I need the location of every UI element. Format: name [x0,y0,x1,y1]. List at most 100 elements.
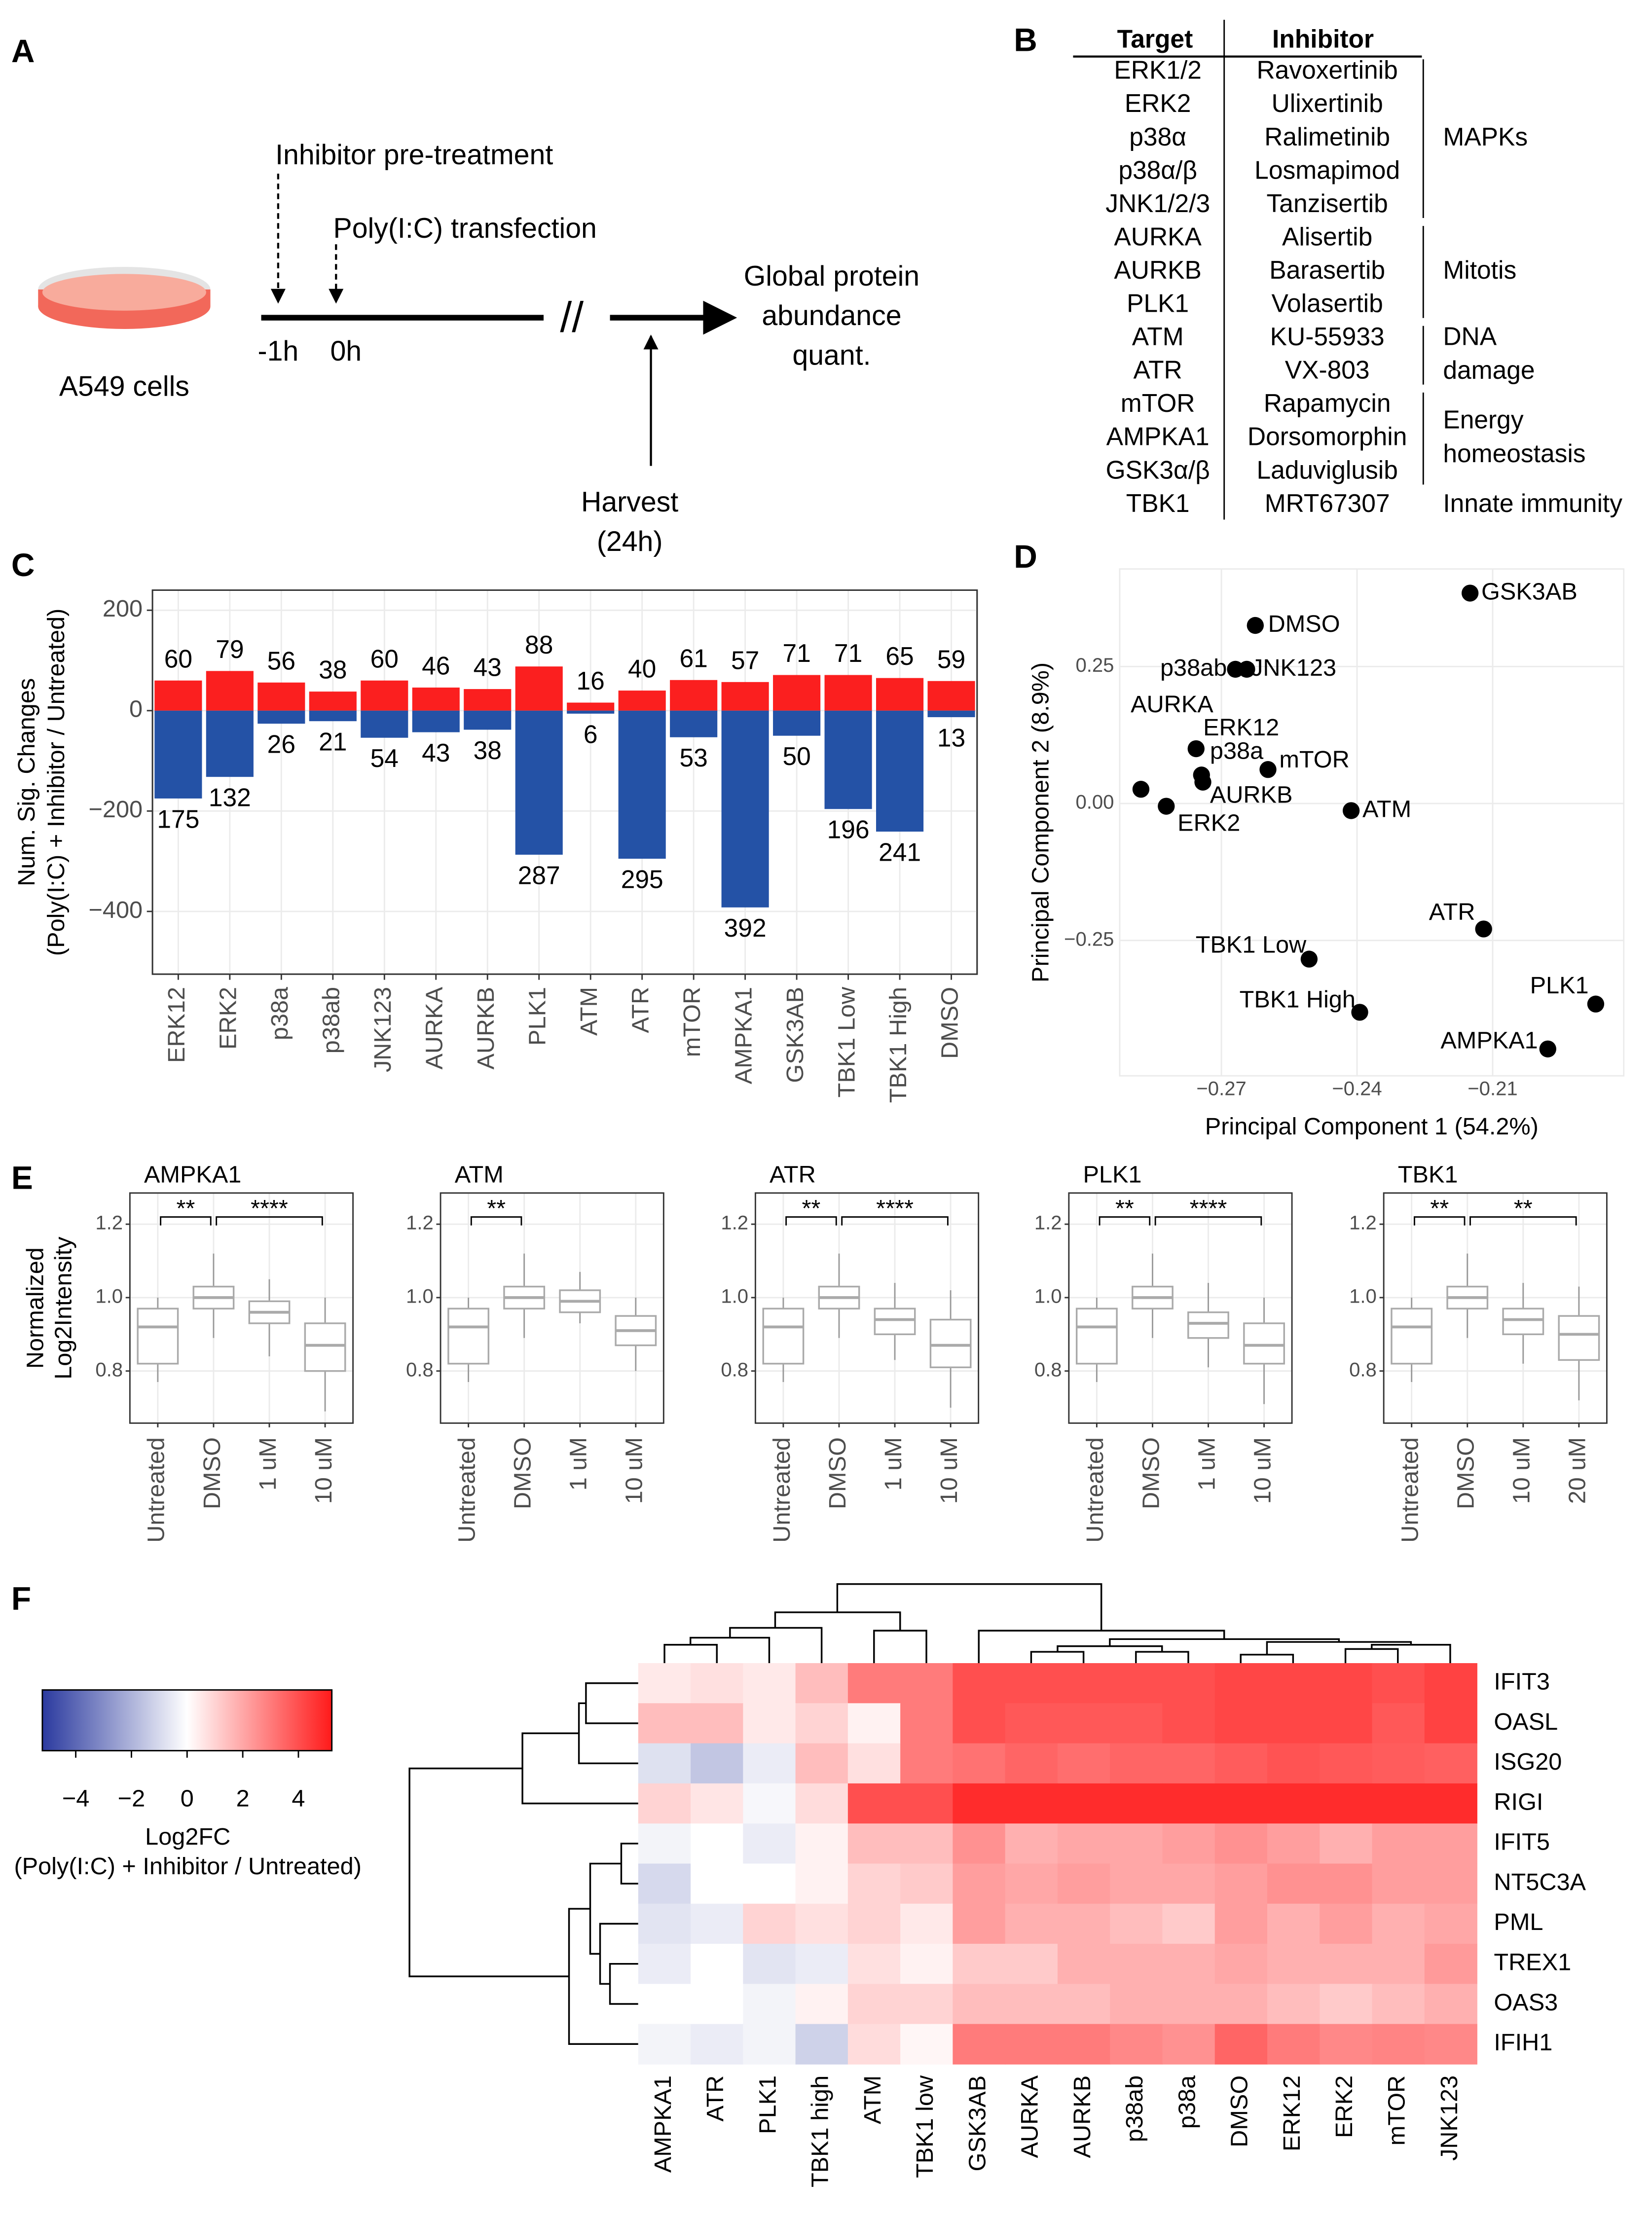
x-axis-title: Principal Component 1 (54.2%) [1205,1113,1539,1140]
table-cell: Dorsomorphin [1248,422,1407,451]
heatmap-cell [1424,1944,1477,1985]
heatmap-cell [1162,1823,1215,1864]
heatmap-cell [1214,1823,1268,1864]
harvest-label: Harvest [581,486,678,518]
x-tick-label: 10 uM [1249,1437,1276,1504]
heatmap-cell [638,1703,691,1744]
row-label: IFIT5 [1494,1829,1550,1855]
bar [515,710,563,855]
heatmap-cell [1424,1863,1477,1904]
bar [618,691,666,711]
colorbar-tick-label: 4 [292,1785,305,1812]
panel-label: E [11,1159,33,1196]
point-label: AURKB [1210,781,1293,808]
heatmap-cell [1372,1944,1425,1985]
table-header: Target [1117,25,1193,53]
heatmap-cell [743,1984,796,2025]
column-label: JNK123 [1436,2075,1463,2161]
row-label: IFIT3 [1494,1668,1550,1695]
data-label: 38 [474,736,502,764]
heatmap-cell [1320,1663,1373,1704]
y-tick-label: 1.2 [406,1212,434,1234]
heatmap-cell [1424,1823,1477,1864]
data-label: 54 [370,744,399,772]
panel-labels: A B C D E F [11,21,1037,1616]
y-tick-label: 1.0 [406,1285,434,1307]
bar [567,702,615,711]
heatmap-cell [638,2024,691,2065]
heatmap-cell [795,1984,848,2025]
heatmap-cell [1214,2024,1268,2065]
heatmap-cell [691,1703,744,1744]
row-label: OAS3 [1494,1989,1558,2016]
heatmap-cell [1214,1663,1268,1704]
heatmap-cell [795,1663,848,1704]
table-cell: AMPKA1 [1106,422,1210,451]
bar [464,710,512,730]
data-label: 57 [731,646,759,674]
heatmap-cell [1005,2024,1058,2065]
heatmap-cell [1267,2024,1321,2065]
x-tick-label: 1 uM [255,1437,281,1491]
heatmap-cell [1162,1663,1215,1704]
point-label: JNK123 [1251,654,1336,681]
data-label: 56 [267,646,295,675]
significance-bracket [216,1216,323,1226]
heatmap-cell [638,1663,691,1704]
x-tick-label: PLK1 [524,987,551,1046]
heatmap-cell [1005,1663,1058,1704]
table-cell: AURKB [1114,255,1202,284]
x-tick-label: Untreated [1397,1437,1424,1543]
heatmap-cell [953,1743,1006,1784]
bar [464,689,512,711]
table-cell: Losmapimod [1254,155,1400,184]
heatmap-cell [691,1743,744,1784]
bar [721,710,769,908]
table-cell: ATR [1134,356,1182,384]
heatmap-cell [847,1984,901,2025]
data-label: 26 [267,730,295,759]
data-label: 43 [474,653,502,682]
x-tick-label: 1 uM [1193,1437,1220,1491]
plot-border [1383,1192,1608,1424]
point [1475,920,1492,938]
plot-border [1068,1192,1293,1424]
heatmap-cell [953,1903,1006,1944]
heatmap-cell [1162,1984,1215,2025]
heatmap-cell [1057,1984,1111,2025]
point [1300,950,1318,968]
box [762,1308,805,1365]
heatmap-cell [1110,1743,1163,1784]
heatmap-cell [743,1743,796,1784]
chart-title: PLK1 [1083,1161,1141,1188]
heatmap-cell [1162,1863,1215,1904]
heatmap-cell [1424,1903,1477,1944]
step-label: Inhibitor pre-treatment [275,139,553,171]
heatmap-cell [900,1863,954,1904]
heatmap-cell [847,1703,901,1744]
point-label: GSK3AB [1481,578,1578,605]
y-tick-label: 0.00 [1075,792,1114,813]
row-label: PML [1494,1909,1543,1935]
y-tick-label: 1.0 [721,1285,748,1307]
y-tick-label: 0.8 [1034,1359,1062,1381]
y-axis-title: Normalized [22,1247,48,1369]
heatmap-cell [1110,1984,1163,2025]
heatmap-cell [847,1903,901,1944]
bar [670,680,718,711]
data-label: 38 [319,655,347,684]
significance-bracket [841,1216,949,1226]
column-label: AURKA [1017,2075,1043,2158]
x-tick-label: DMSO [510,1437,536,1509]
heatmap-cell [847,1783,901,1824]
data-label: 88 [525,630,553,659]
x-tick-label: p38ab [318,987,345,1054]
group-label: damage [1443,356,1535,384]
bar [773,675,821,711]
significance-bracket [470,1216,522,1226]
heatmap-cell [1214,1944,1268,1985]
y-tick-label: 0.8 [721,1359,748,1381]
column-label: AURKB [1069,2075,1096,2158]
table-cell: Ulixertinib [1272,89,1383,117]
